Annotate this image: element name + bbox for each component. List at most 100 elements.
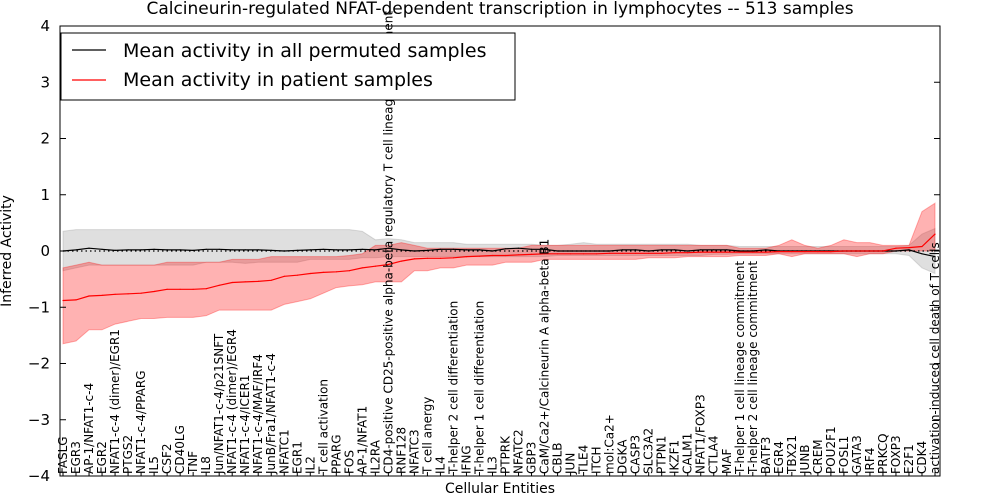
line-permuted-point xyxy=(101,248,103,250)
entity-label: ITCH xyxy=(590,446,604,474)
series-lines xyxy=(62,233,936,302)
line-permuted-point xyxy=(231,249,233,251)
line-permuted-point xyxy=(322,248,324,250)
line-permuted-point xyxy=(205,248,207,250)
line-patient-point xyxy=(62,299,64,302)
x-axis-label: Cellular Entities xyxy=(445,481,555,497)
chart-title: Calcineurin-regulated NFAT-dependent tra… xyxy=(146,0,853,19)
entity-label: AP-1/NFAT1 xyxy=(355,406,369,474)
line-patient-point xyxy=(387,263,389,266)
line-patient-point xyxy=(439,257,441,259)
entity-label: CASP3 xyxy=(629,435,643,474)
line-permuted-point xyxy=(713,249,715,251)
line-permuted-point xyxy=(635,249,637,251)
line-permuted-point xyxy=(335,249,337,251)
line-patient-point xyxy=(517,254,520,256)
line-permuted-point xyxy=(726,249,728,251)
entity-label: FOSL1 xyxy=(837,436,851,474)
line-permuted-point xyxy=(192,249,194,251)
line-patient-point xyxy=(908,247,910,249)
line-permuted-point xyxy=(439,248,441,250)
line-patient-point xyxy=(544,253,546,255)
line-patient-point xyxy=(205,288,207,290)
confidence-bands xyxy=(62,202,936,345)
line-patient-point xyxy=(452,257,454,259)
line-permuted-point xyxy=(491,250,494,252)
line-patient-point xyxy=(921,245,923,248)
entity-label: TBX21 xyxy=(785,435,799,475)
line-patient-point xyxy=(231,281,233,284)
y-axis-label: Inferred Activity xyxy=(0,195,15,307)
line-patient-point xyxy=(830,251,832,253)
line-patient-point xyxy=(166,288,168,290)
line-permuted-point xyxy=(296,249,298,251)
line-patient-point xyxy=(843,250,845,252)
line-patient-point xyxy=(557,253,559,255)
entity-label: IL8 xyxy=(199,456,213,474)
entity-label: EGR1 xyxy=(290,441,304,474)
line-patient-point xyxy=(153,290,155,293)
line-patient-point xyxy=(765,251,767,253)
entity-label: CD40LG xyxy=(173,425,187,474)
entity-label: POU2F1 xyxy=(824,426,838,474)
line-patient-point xyxy=(869,250,871,252)
entity-label: IL2 xyxy=(303,456,317,474)
y-tick-label: 0 xyxy=(40,242,50,260)
entity-label: JunB/Fra1/NFAT1-c-4 xyxy=(264,353,278,475)
entity-label: CDK4 xyxy=(915,441,929,474)
entity-label: T-helper 1 cell differentiation xyxy=(473,301,487,475)
line-permuted-point xyxy=(570,250,572,252)
y-tick-label: −1 xyxy=(28,298,50,316)
entity-label: T-helper 2 cell lineage commitment xyxy=(746,261,760,475)
legend-box xyxy=(60,32,516,101)
entity-label: PTGS2 xyxy=(121,435,135,474)
line-patient-point xyxy=(791,251,793,253)
line-patient-point xyxy=(296,274,298,276)
entity-label: TLE4 xyxy=(577,445,591,475)
line-permuted-point xyxy=(127,249,129,251)
entity-label: SLC3A2 xyxy=(642,428,656,474)
entity-label: PTPRK xyxy=(499,435,513,474)
entity-label: PRKCQ xyxy=(876,433,890,474)
line-patient-point xyxy=(752,251,754,253)
line-patient-point xyxy=(413,258,415,260)
line-permuted-point xyxy=(465,249,468,251)
line-permuted-point xyxy=(283,250,285,252)
line-patient-point xyxy=(895,247,897,249)
line-patient-point xyxy=(88,295,90,297)
line-permuted-point xyxy=(257,249,259,251)
line-patient-point xyxy=(101,294,103,296)
entity-label: FOS xyxy=(342,450,356,474)
line-patient-point xyxy=(934,233,936,235)
line-patient-point xyxy=(127,293,129,295)
line-permuted-point xyxy=(426,249,428,251)
entity-label: IL4 xyxy=(433,456,447,474)
line-patient-point xyxy=(622,252,624,254)
line-permuted-point xyxy=(583,250,585,252)
entity-label: IRF4 xyxy=(863,448,877,474)
line-patient-point xyxy=(374,265,376,267)
line-patient-point xyxy=(596,253,598,255)
line-patient-point xyxy=(283,275,285,277)
line-permuted-point xyxy=(504,248,507,250)
line-patient-point xyxy=(635,252,637,254)
line-permuted-point xyxy=(687,250,689,252)
line-permuted-point xyxy=(400,249,402,251)
entity-label: T-helper 2 cell differentiation xyxy=(446,301,460,475)
line-patient-point xyxy=(713,251,715,253)
line-patient-point xyxy=(687,252,689,254)
line-patient-point xyxy=(465,256,468,258)
line-patient-point xyxy=(257,280,259,282)
entity-label: CALM1 xyxy=(681,433,695,474)
entity-label: DGKA xyxy=(616,439,630,474)
line-permuted-point xyxy=(622,249,624,251)
entity-label: Jun/NFAT1-c-4/p21SNFT xyxy=(212,333,226,475)
line-patient-point xyxy=(882,250,884,252)
entity-label: RNF128 xyxy=(394,427,408,474)
legend: Mean activity in all permuted samples Me… xyxy=(60,32,516,101)
line-patient-point xyxy=(583,253,585,255)
line-permuted-point xyxy=(530,248,533,250)
line-permuted-point xyxy=(88,247,90,249)
line-permuted-point xyxy=(452,248,454,250)
